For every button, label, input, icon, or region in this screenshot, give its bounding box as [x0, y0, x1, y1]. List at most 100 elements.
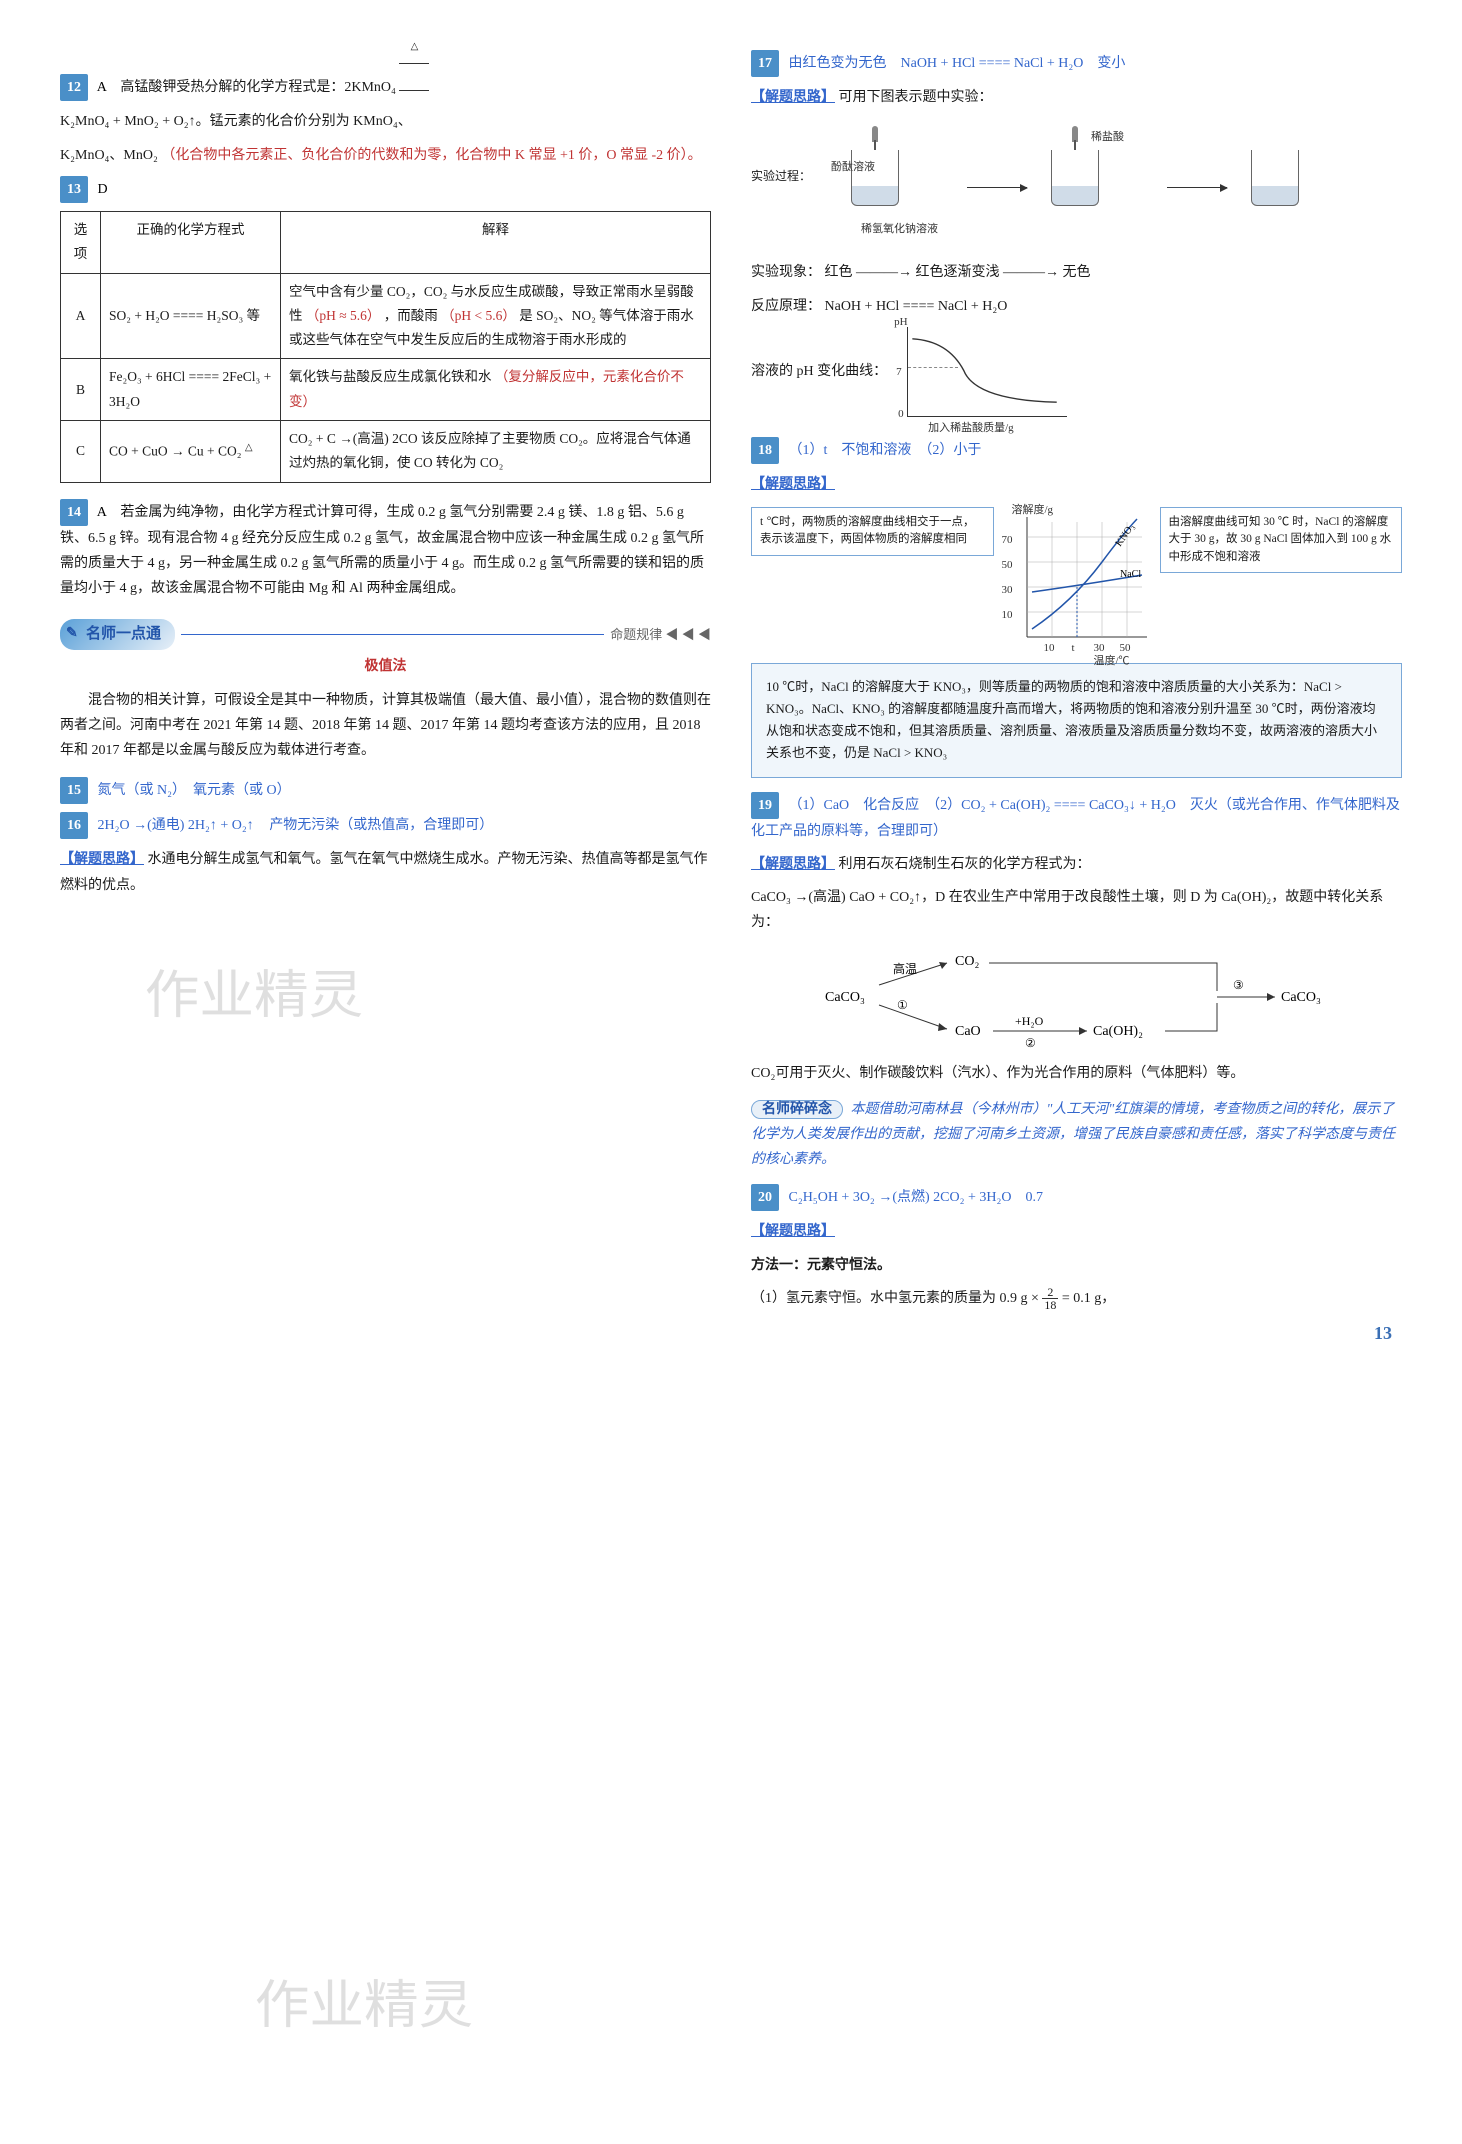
q15-ans: 氮气（或 N₂） 氧元素（或 O）	[98, 783, 291, 798]
q20-body2: = 0.1 g，	[1062, 1291, 1115, 1306]
q17-ans: 由红色变为无色 NaOH + HCl ==== NaCl + H₂O 变小	[789, 56, 1126, 71]
row-a-opt: A	[61, 273, 101, 359]
q16-route-label: 【解题思路】	[60, 852, 144, 867]
q18-box: 10 ℃时，NaCl 的溶解度大于 KNO₃，则等质量的两物质的饱和溶液中溶质质…	[751, 663, 1402, 777]
q18-route-label: 【解题思路】	[751, 477, 835, 492]
comment-label: 名师碎碎念	[751, 1100, 843, 1119]
tip-body: 混合物的相关计算，可假设全是其中一种物质，计算其极端值（最大值、最小值），混合物…	[60, 688, 711, 764]
ph-label: 溶液的 pH 变化曲线：	[751, 359, 887, 384]
q12: 12 A 高锰酸钾受热分解的化学方程式是：2KMnO₄ △	[60, 50, 711, 101]
tip-right: 命题规律 ◀ ◀ ◀	[610, 623, 711, 646]
yt50: 50	[1002, 556, 1013, 576]
q12-body3: K₂MnO₄、MnO₂	[60, 148, 158, 163]
svg-text:①: ①	[897, 998, 908, 1012]
q19-comment: 名师碎碎念 本题借助河南林县（今林州市）"人工天河"红旗渠的情境，考查物质之间的…	[751, 1097, 1402, 1173]
q18: 18 （1）t 不饱和溶液 （2）小于	[751, 437, 1402, 464]
row-a-red1: （pH ≈ 5.6）	[306, 308, 381, 323]
q17-princ: 反应原理： NaOH + HCl ==== NaCl + H₂O	[751, 294, 1402, 319]
svg-text:CaCO₃: CaCO₃	[825, 990, 865, 1005]
row-c-delta: △	[245, 442, 253, 453]
q14: 14 A 若金属为纯净物，由化学方程式计算可得，生成 0.2 g 氢气分别需要 …	[60, 499, 711, 602]
xt10: 10	[1044, 639, 1055, 659]
q12-line2: K₂MnO₄ + MnO₂ + O₂↑。锰元素的化合价分别为 KMnO₄、	[60, 109, 711, 134]
l2: 稀氢氧化钠溶液	[861, 220, 938, 240]
q17-phrow: 溶液的 pH 变化曲线： pH 7 0 加入稀盐酸质量/g	[751, 327, 1402, 417]
th-opt: 选项	[61, 211, 101, 273]
q14-ans: A	[97, 505, 107, 520]
q20-body1: （1）氢元素守恒。水中氢元素的质量为 0.9 g ×	[751, 1291, 1042, 1306]
note-right: 由溶解度曲线可知 30 ℃ 时，NaCl 的溶解度大于 30 g，故 30 g …	[1160, 507, 1403, 573]
q16-eq: 2H₂O →(通电) 2H₂↑ + O₂↑	[98, 818, 254, 833]
q12-note: （化合物中各元素正、负化合价的代数和为零，化合物中 K 常显 +1 价，O 常显…	[161, 148, 701, 163]
q19-num: 19	[751, 792, 779, 819]
row-c-eq-txt: CO + CuO → Cu + CO₂	[109, 443, 241, 458]
svg-text:高温: 高温	[893, 961, 917, 976]
sol-graph: KNO₃ NaCl 溶解度/g 70 50 30 10 10 t 30 50 温…	[1002, 507, 1152, 657]
sol-ylabel: 溶解度/g	[1012, 501, 1054, 521]
q12-delta: △	[399, 38, 429, 56]
note-left: t ℃时，两物质的溶解度曲线相交于一点，表示该温度下，两固体物质的溶解度相同	[751, 507, 994, 556]
q16: 16 2H₂O →(通电) 2H₂↑ + O₂↑ 产物无污染（或热值高，合理即可…	[60, 812, 711, 839]
q18-graph-row: t ℃时，两物质的溶解度曲线相交于一点，表示该温度下，两固体物质的溶解度相同	[751, 507, 1402, 657]
q13-table: 选项 正确的化学方程式 解释 A SO₂ + H₂O ==== H₂SO₃ 等 …	[60, 211, 711, 483]
q19-route: 【解题思路】 利用石灰石烧制生石灰的化学方程式为：	[751, 852, 1402, 877]
sol-xlabel: 温度/℃	[1094, 652, 1130, 672]
q19-after: CO₂可用于灭火、制作碳酸饮料（汽水）、作为光合作用的原料（气体肥料）等。	[751, 1061, 1402, 1086]
row-b-eq: Fe₂O₃ + 6HCl ==== 2FeCl₃ + 3H₂O	[101, 359, 281, 421]
comment-body: 本题借助河南林县（今林州市）"人工天河"红旗渠的情境，考查物质之间的转化，展示了…	[751, 1102, 1395, 1167]
q13: 13 D	[60, 176, 711, 203]
q19-eq: CaCO₃ →(高温) CaO + CO₂↑，D 在农业生产中常用于改良酸性土壤…	[751, 885, 1402, 935]
xtt: t	[1072, 639, 1075, 659]
svg-text:KNO₃: KNO₃	[1113, 522, 1136, 549]
q17-route-intro: 可用下图表示题中实验：	[839, 90, 993, 105]
left-column: 12 A 高锰酸钾受热分解的化学方程式是：2KMnO₄ △ K₂MnO₄ + M…	[60, 50, 711, 1319]
svg-text:CaO: CaO	[955, 1024, 981, 1039]
th-exp: 解释	[281, 211, 711, 273]
svg-text:Ca(OH)₂: Ca(OH)₂	[1093, 1024, 1143, 1039]
q16-ans: 产物无污染（或热值高，合理即可）	[269, 818, 493, 833]
l1: 酚酞溶液	[831, 158, 875, 178]
q20-route-label: 【解题思路】	[751, 1224, 835, 1239]
l3: 稀盐酸	[1091, 128, 1124, 148]
tip-title: 名师一点通	[60, 619, 175, 650]
q19-route-body: 利用石灰石烧制生石灰的化学方程式为：	[839, 857, 1091, 872]
q17-route: 【解题思路】 可用下图表示题中实验：	[751, 85, 1402, 110]
q18-num: 18	[751, 437, 779, 464]
th-eq: 正确的化学方程式	[101, 211, 281, 273]
svg-text:②: ②	[1025, 1036, 1036, 1050]
q13-ans: D	[98, 182, 108, 197]
q17-route-label: 【解题思路】	[751, 90, 835, 105]
q17-phen: 实验现象： 红色 ———→ 红色逐渐变浅 ———→ 无色	[751, 260, 1402, 285]
ph-y: pH	[894, 313, 907, 333]
q12-ans: A	[97, 80, 107, 95]
row-c-exp: CO₂ + C →(高温) 2CO 该反应除掉了主要物质 CO₂。应将混合气体通…	[281, 421, 711, 483]
tip-header: 名师一点通 命题规律 ◀ ◀ ◀	[60, 619, 711, 650]
q20-route-label-row: 【解题思路】	[751, 1219, 1402, 1244]
q14-num: 14	[60, 499, 88, 526]
q20-body: （1）氢元素守恒。水中氢元素的质量为 0.9 g × 218 = 0.1 g，	[751, 1286, 1402, 1311]
right-column: 17 由红色变为无色 NaOH + HCl ==== NaCl + H₂O 变小…	[751, 50, 1402, 1319]
q16-route-body: 水通电分解生成氢气和氧气。氢气在氧气中燃烧生成水。产物无污染、热值高等都是氢气作…	[60, 852, 708, 892]
proc-label: 实验过程：	[751, 166, 811, 188]
q17-num: 17	[751, 50, 779, 77]
watermark-2: 作业精灵	[255, 1960, 473, 2054]
row-a-red2: （pH < 5.6）	[441, 308, 516, 323]
yt70: 70	[1002, 531, 1013, 551]
phen-label: 实验现象：	[751, 265, 821, 280]
row-a-exp: 空气中含有少量 CO₂，CO₂ 与水反应生成碳酸，导致正常雨水呈弱酸性 （pH …	[281, 273, 711, 359]
row-b-exp: 氧化铁与盐酸反应生成氯化铁和水 （复分解反应中，元素化合价不变）	[281, 359, 711, 421]
q15: 15 氮气（或 N₂） 氧元素（或 O）	[60, 777, 711, 804]
svg-text:CO₂: CO₂	[955, 954, 979, 969]
princ-label: 反应原理：	[751, 299, 821, 314]
q16-route: 【解题思路】 水通电分解生成氢气和氧气。氢气在氧气中燃烧生成水。产物无污染、热值…	[60, 847, 711, 897]
q20-method: 方法一：元素守恒法。	[751, 1253, 1402, 1278]
page-number: 13	[1374, 1317, 1392, 1349]
frac-d: 18	[1042, 1299, 1058, 1311]
row-b-exp1: 氧化铁与盐酸反应生成氯化铁和水	[289, 369, 492, 384]
yt30: 30	[1002, 581, 1013, 601]
row-c-eq: CO + CuO → Cu + CO₂ △	[101, 421, 281, 483]
svg-text:③: ③	[1233, 978, 1244, 992]
q19-ans: （1）CaO 化合反应 （2）CO₂ + Ca(OH)₂ ==== CaCO₃↓…	[751, 798, 1400, 839]
q12-line3: K₂MnO₄、MnO₂ （化合物中各元素正、负化合价的代数和为零，化合物中 K …	[60, 143, 711, 168]
q12-num: 12	[60, 74, 88, 101]
